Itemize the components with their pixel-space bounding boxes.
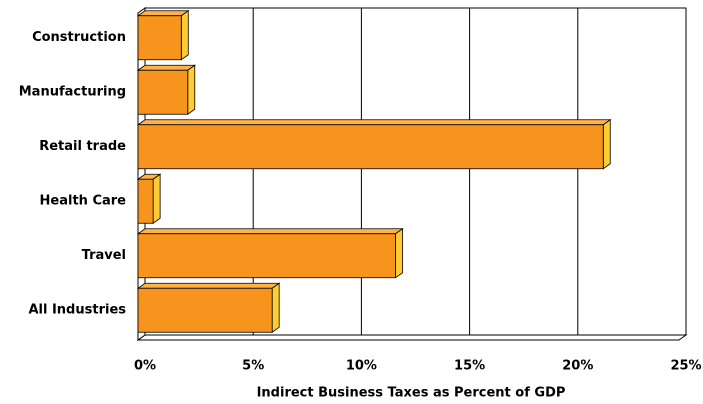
x-tick-label: 20% — [562, 359, 593, 374]
plot-floor — [136, 334, 688, 341]
bar — [137, 178, 154, 224]
bar-top — [136, 228, 404, 235]
bar-side — [271, 282, 280, 334]
bar — [137, 233, 396, 279]
bar — [137, 287, 273, 333]
bar-top — [136, 282, 281, 289]
bar-side — [180, 9, 189, 61]
x-tick-label: 15% — [454, 359, 485, 374]
y-tick-label: Travel — [82, 248, 126, 263]
x-tick-label: 25% — [670, 359, 701, 374]
bar-side — [395, 227, 403, 279]
bar-top — [136, 10, 190, 17]
bar — [137, 124, 604, 170]
y-tick-label: Retail trade — [39, 139, 126, 154]
bar-side — [152, 173, 161, 225]
x-tick-label: 5% — [242, 359, 264, 374]
x-tick-label: 10% — [346, 359, 377, 374]
y-tick-label: Manufacturing — [19, 84, 126, 99]
y-tick-label: All Industries — [28, 302, 126, 317]
y-tick-label: Health Care — [40, 193, 127, 208]
bar-top — [136, 119, 612, 126]
x-tick-label: 0% — [134, 359, 156, 374]
bar-top — [136, 64, 197, 71]
y-tick-label: Construction — [32, 30, 126, 45]
bar — [137, 69, 189, 115]
bar-side — [187, 64, 196, 116]
bar — [137, 15, 182, 61]
x-axis-title: Indirect Business Taxes as Percent of GD… — [257, 386, 566, 401]
bar-side — [602, 118, 611, 170]
